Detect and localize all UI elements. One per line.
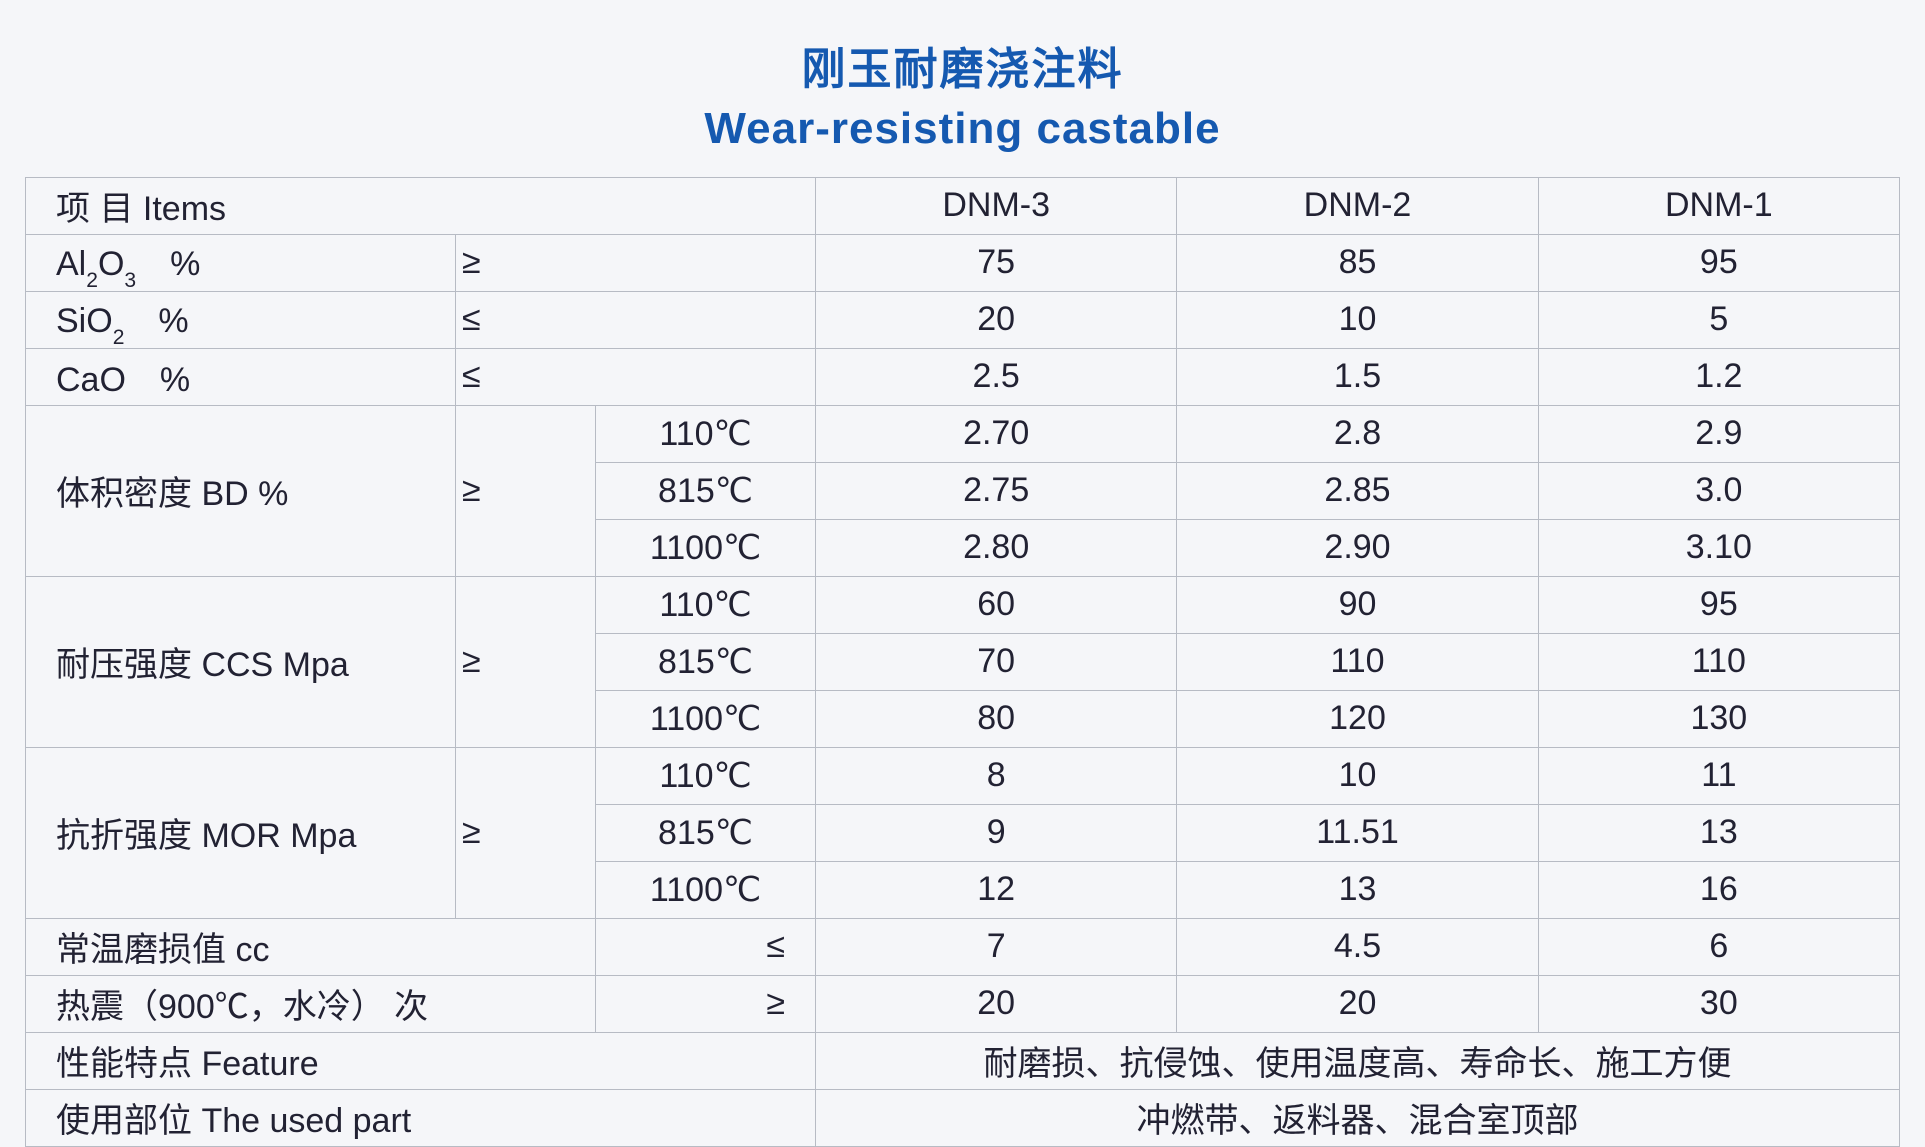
row-feature: 性能特点 Feature 耐磨损、抗侵蚀、使用温度高、寿命长、施工方便 [26,1032,1900,1089]
al2o3-v1: 75 [816,234,1177,291]
header-col-dnm2: DNM-2 [1177,177,1538,234]
mor-sub-3: 1100℃ [596,861,816,918]
al2o3-v3: 95 [1538,234,1899,291]
mor-3-v3: 16 [1538,861,1899,918]
mor-3-v2: 13 [1177,861,1538,918]
row-wear: 常温磨损值 cc ≤ 7 4.5 6 [26,918,1900,975]
bd-3-v1: 2.80 [816,519,1177,576]
mor-sub-2: 815℃ [596,804,816,861]
bd-2-v3: 3.0 [1538,462,1899,519]
sio2-v1: 20 [816,291,1177,348]
ccs-sub-1: 110℃ [596,576,816,633]
ccs-2-v1: 70 [816,633,1177,690]
ccs-3-v2: 120 [1177,690,1538,747]
wear-v1: 7 [816,918,1177,975]
ccs-label: 耐压强度 CCS Mpa [26,576,456,747]
thermal-op: ≥ [596,975,816,1032]
part-value: 冲燃带、返料器、混合室顶部 [816,1089,1900,1146]
wear-label: 常温磨损值 cc [26,918,596,975]
bd-2-v2: 2.85 [1177,462,1538,519]
row-used-part: 使用部位 The used part 冲燃带、返料器、混合室顶部 [26,1089,1900,1146]
feature-value: 耐磨损、抗侵蚀、使用温度高、寿命长、施工方便 [816,1032,1900,1089]
thermal-v2: 20 [1177,975,1538,1032]
thermal-v1: 20 [816,975,1177,1032]
mor-2-v1: 9 [816,804,1177,861]
bd-sub-1: 110℃ [596,405,816,462]
wear-op: ≤ [596,918,816,975]
sio2-op: ≤ [456,291,816,348]
row-cao: CaO % ≤ 2.5 1.5 1.2 [26,348,1900,405]
table-header-row: 项 目 Items DNM-3 DNM-2 DNM-1 [26,177,1900,234]
ccs-1-v2: 90 [1177,576,1538,633]
mor-label: 抗折强度 MOR Mpa [26,747,456,918]
spec-table: 项 目 Items DNM-3 DNM-2 DNM-1 Al2O3 % ≥ 75… [25,177,1900,1147]
al2o3-v2: 85 [1177,234,1538,291]
bd-3-v3: 3.10 [1538,519,1899,576]
thermal-label: 热震（900℃，水冷） 次 [26,975,596,1032]
row-al2o3: Al2O3 % ≥ 75 85 95 [26,234,1900,291]
sio2-v3: 5 [1538,291,1899,348]
bd-2-v1: 2.75 [816,462,1177,519]
row-mor-1: 抗折强度 MOR Mpa ≥ 110℃ 8 10 11 [26,747,1900,804]
wear-v3: 6 [1538,918,1899,975]
mor-op: ≥ [456,747,596,918]
page: 刚玉耐磨浇注料 Wear-resisting castable 项 目 Item… [0,0,1925,1093]
mor-1-v1: 8 [816,747,1177,804]
mor-3-v1: 12 [816,861,1177,918]
mor-2-v2: 11.51 [1177,804,1538,861]
ccs-3-v1: 80 [816,690,1177,747]
sio2-v2: 10 [1177,291,1538,348]
cao-v3: 1.2 [1538,348,1899,405]
cao-v2: 1.5 [1177,348,1538,405]
bd-1-v1: 2.70 [816,405,1177,462]
header-col-dnm3: DNM-3 [816,177,1177,234]
mor-1-v2: 10 [1177,747,1538,804]
cao-label: CaO % [26,348,456,405]
ccs-2-v2: 110 [1177,633,1538,690]
header-items: 项 目 Items [26,177,816,234]
ccs-sub-3: 1100℃ [596,690,816,747]
mor-1-v3: 11 [1538,747,1899,804]
bd-sub-2: 815℃ [596,462,816,519]
ccs-1-v3: 95 [1538,576,1899,633]
al2o3-op: ≥ [456,234,816,291]
header-col-dnm1: DNM-1 [1538,177,1899,234]
row-bd-1: 体积密度 BD % ≥ 110℃ 2.70 2.8 2.9 [26,405,1900,462]
cao-v1: 2.5 [816,348,1177,405]
mor-sub-1: 110℃ [596,747,816,804]
row-sio2: SiO2 % ≤ 20 10 5 [26,291,1900,348]
sio2-label: SiO2 % [26,291,456,348]
bd-1-v3: 2.9 [1538,405,1899,462]
bd-3-v2: 2.90 [1177,519,1538,576]
bd-sub-3: 1100℃ [596,519,816,576]
wear-v2: 4.5 [1177,918,1538,975]
part-label: 使用部位 The used part [26,1089,816,1146]
cao-op: ≤ [456,348,816,405]
thermal-v3: 30 [1538,975,1899,1032]
feature-label: 性能特点 Feature [26,1032,816,1089]
ccs-op: ≥ [456,576,596,747]
row-thermal: 热震（900℃，水冷） 次 ≥ 20 20 30 [26,975,1900,1032]
title-block: 刚玉耐磨浇注料 Wear-resisting castable [25,40,1900,159]
title-cn: 刚玉耐磨浇注料 [25,40,1900,99]
title-en: Wear-resisting castable [25,99,1900,158]
al2o3-label: Al2O3 % [26,234,456,291]
bd-op: ≥ [456,405,596,576]
bd-label: 体积密度 BD % [26,405,456,576]
bd-1-v2: 2.8 [1177,405,1538,462]
row-ccs-1: 耐压强度 CCS Mpa ≥ 110℃ 60 90 95 [26,576,1900,633]
ccs-3-v3: 130 [1538,690,1899,747]
mor-2-v3: 13 [1538,804,1899,861]
ccs-sub-2: 815℃ [596,633,816,690]
ccs-1-v1: 60 [816,576,1177,633]
ccs-2-v3: 110 [1538,633,1899,690]
